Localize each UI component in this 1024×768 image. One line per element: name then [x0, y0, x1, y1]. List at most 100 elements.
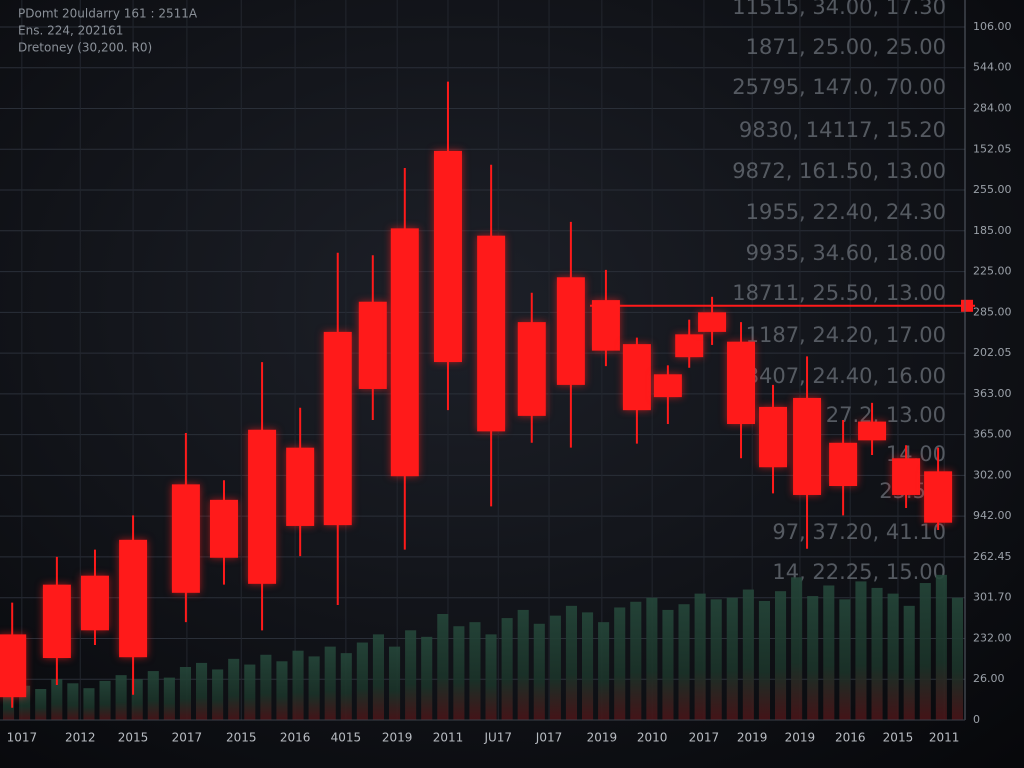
x-tick-label: 2017: [172, 731, 203, 745]
volume-bar: [67, 683, 79, 720]
candles: [0, 81, 975, 708]
table-row: 11515, 34.00, 17.30: [732, 0, 946, 19]
volume-bar: [775, 591, 787, 720]
candle-body: [0, 634, 27, 698]
table-row: 97, 37.20, 41.10: [772, 520, 946, 544]
y-tick-label: 26.00: [973, 672, 1005, 685]
candle-body: [286, 447, 315, 526]
volume-bar: [196, 662, 208, 720]
volume-bar: [742, 589, 754, 720]
data-table: 11515, 34.00, 17.30 1871, 25.00, 25.00 257…: [732, 0, 946, 584]
volume-bar: [292, 650, 304, 720]
volume-bar: [887, 593, 899, 720]
candle-body: [390, 228, 419, 477]
y-tick-label: 225.00: [973, 265, 1012, 278]
candle-body: [358, 301, 387, 389]
table-row: 9830, 14117, 15.20: [739, 118, 946, 142]
candle-body: [675, 334, 704, 358]
volume-bar: [389, 646, 401, 720]
volume: [3, 574, 963, 720]
y-tick-label: 301.70: [973, 591, 1012, 604]
candle-body: [556, 277, 585, 385]
candle-body: [591, 300, 620, 351]
candle-body: [323, 331, 352, 526]
volume-bar: [372, 634, 384, 720]
volume-bar: [19, 685, 31, 720]
x-tick-label: 4015: [331, 731, 362, 745]
y-tick-label: 152.05: [973, 142, 1012, 155]
volume-bar: [919, 583, 931, 720]
volume-bar: [3, 691, 15, 720]
volume-bar: [598, 622, 610, 720]
header-text: Dretoney (30,200. R0): [18, 41, 152, 55]
table-row: 18711, 25.50, 13.00: [732, 281, 946, 305]
y-tick-label: 365.00: [973, 428, 1012, 441]
volume-bar: [340, 653, 352, 720]
volume-bar: [549, 615, 561, 720]
y-tick-label: 942.00: [973, 509, 1012, 522]
volume-bar: [147, 671, 159, 720]
x-tick-label: 2019: [785, 731, 816, 745]
volume-bar: [646, 597, 658, 720]
y-tick-label: 0: [973, 713, 980, 726]
volume-bar: [244, 664, 256, 720]
candle-body: [759, 406, 788, 468]
volume-bar: [710, 599, 722, 720]
volume-bar: [839, 599, 851, 720]
table-row: 9872, 161.50, 13.00: [732, 159, 946, 183]
volume-bar: [260, 654, 272, 720]
x-tick-label: J017: [535, 731, 562, 745]
volume-bar: [405, 630, 417, 720]
y-tick-label: 262.45: [973, 550, 1012, 563]
volume-bar: [115, 675, 127, 720]
x-tick-label: 2019: [587, 731, 618, 745]
volume-bar: [212, 669, 224, 720]
volume-bar: [533, 623, 545, 720]
x-tick-label: 2016: [835, 731, 866, 745]
candle-body: [858, 421, 887, 441]
candle-body: [793, 397, 822, 495]
table-row: 1955, 22.40, 24.30: [746, 200, 946, 224]
x-tick-label: 2012: [65, 731, 96, 745]
volume-bar: [678, 604, 690, 720]
x-tick-label: 2015: [118, 731, 149, 745]
volume-bar: [951, 597, 963, 720]
candle-body: [622, 344, 651, 411]
candle-body: [209, 499, 238, 558]
volume-bar: [421, 636, 433, 720]
volume-bar: [726, 597, 738, 720]
volume-bar: [855, 581, 867, 720]
y-tick-label: 544.00: [973, 61, 1012, 74]
candle-body: [698, 312, 727, 332]
volume-bar: [83, 688, 95, 720]
table-row: 1871, 25.00, 25.00: [746, 35, 946, 59]
candle-body: [924, 471, 953, 523]
volume-bar: [469, 622, 481, 720]
candle-body: [248, 429, 277, 584]
candle-body: [517, 322, 546, 416]
header-text: PDomt 20uldarry 161 : 2511A: [18, 7, 198, 21]
price-marker: [961, 299, 973, 312]
candle-body: [433, 150, 462, 363]
x-tick-label: 2015: [226, 731, 257, 745]
volume-bar: [276, 661, 288, 720]
x-tick-label: 2010: [637, 731, 668, 745]
volume-bar: [453, 626, 465, 720]
volume-bar: [179, 667, 191, 720]
y-tick-label: 232.00: [973, 631, 1012, 644]
y-tick-label: 185.00: [973, 224, 1012, 237]
volume-bar: [565, 605, 577, 720]
volume-bar: [163, 677, 175, 720]
volume-bar: [614, 607, 626, 720]
x-tick-label: 2019: [737, 731, 768, 745]
volume-bar: [485, 634, 497, 720]
candle-body: [727, 341, 756, 425]
volume-bar: [694, 593, 706, 720]
volume-bar: [630, 601, 642, 720]
x-tick-label: 2011: [929, 731, 960, 745]
y-tick-label: 106.00: [973, 20, 1012, 33]
table-row: 25795, 147.0, 70.00: [732, 75, 946, 99]
volume-bar: [228, 658, 240, 720]
x-tick-label: JU17: [483, 731, 512, 745]
